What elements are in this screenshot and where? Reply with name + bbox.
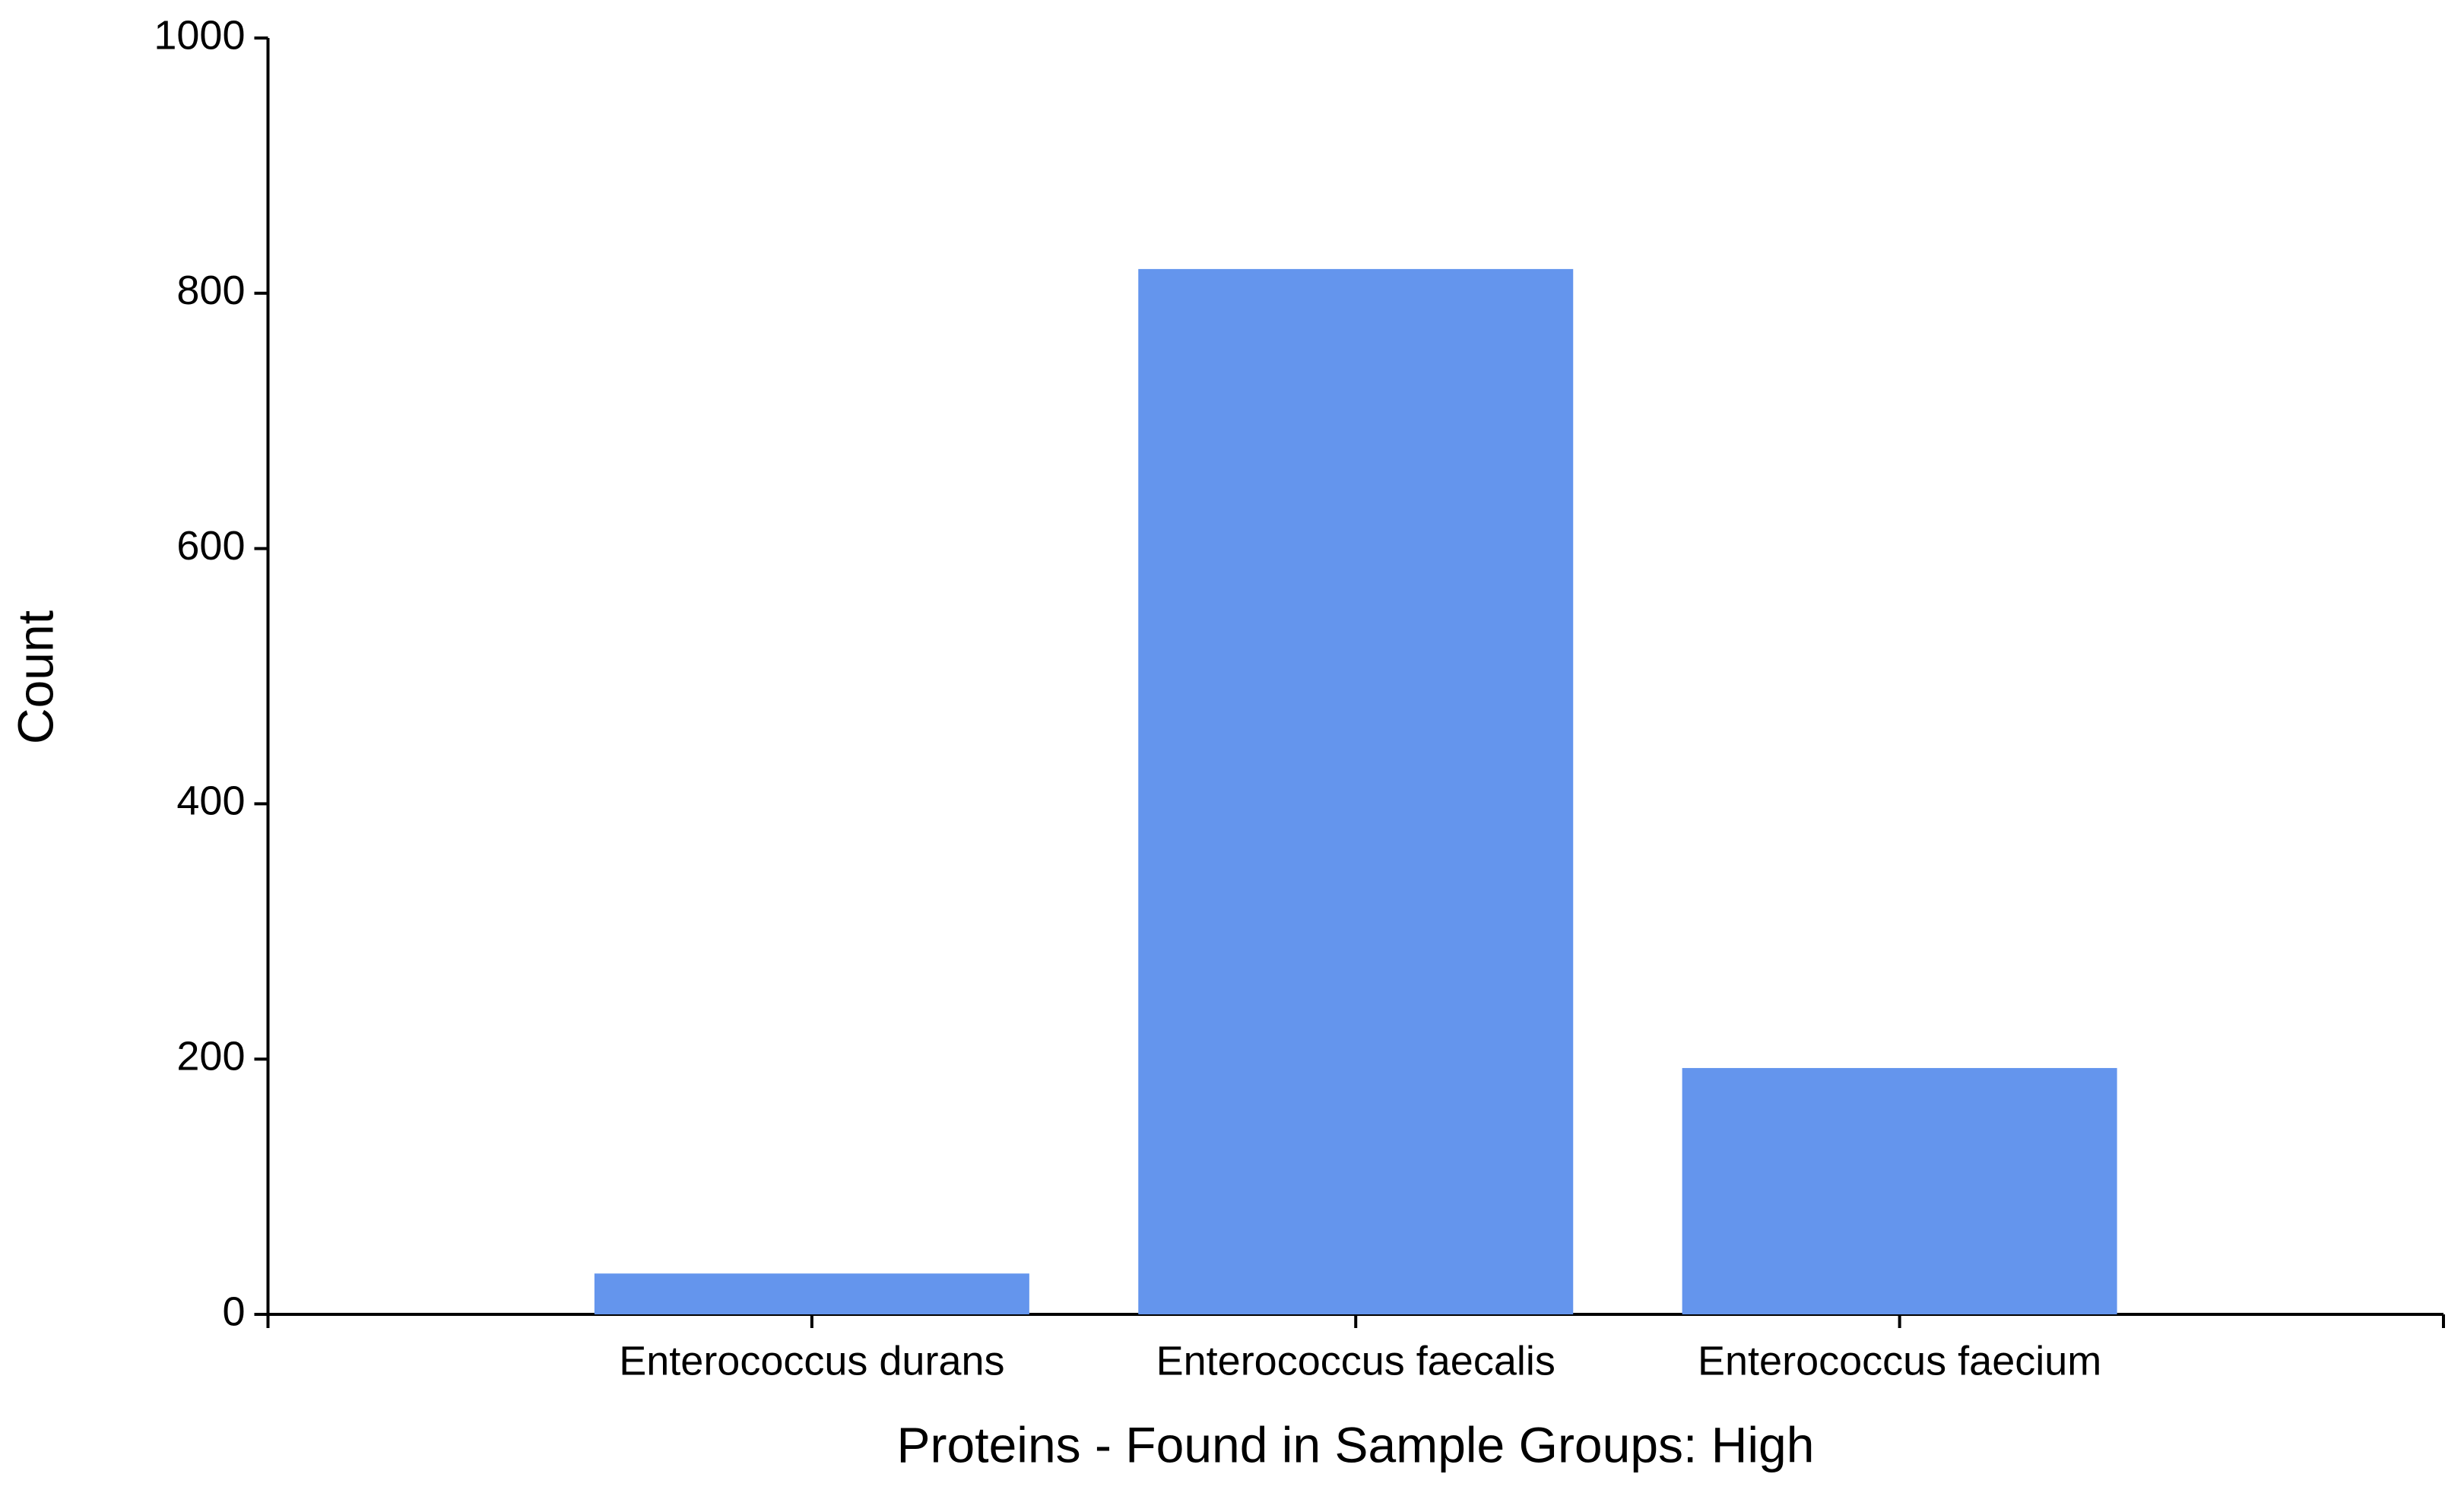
- y-tick-label: 1000: [154, 12, 245, 58]
- y-axis-title: Count: [7, 610, 63, 744]
- y-tick-label: 400: [176, 778, 245, 824]
- x-tick-label: Enterococcus faecalis: [1156, 1338, 1555, 1384]
- bar: [1682, 1067, 2117, 1314]
- x-tick-label: Enterococcus faecium: [1698, 1338, 2101, 1384]
- x-tick-label: Enterococcus durans: [619, 1338, 1004, 1384]
- bar: [1138, 268, 1574, 1315]
- y-tick-label: 200: [176, 1033, 245, 1079]
- x-axis-title: Proteins - Found in Sample Groups: High: [897, 1416, 1815, 1472]
- y-tick-label: 600: [176, 523, 245, 569]
- y-tick-label: 0: [222, 1289, 245, 1334]
- y-tick-label: 800: [176, 268, 245, 313]
- bar: [594, 1273, 1029, 1314]
